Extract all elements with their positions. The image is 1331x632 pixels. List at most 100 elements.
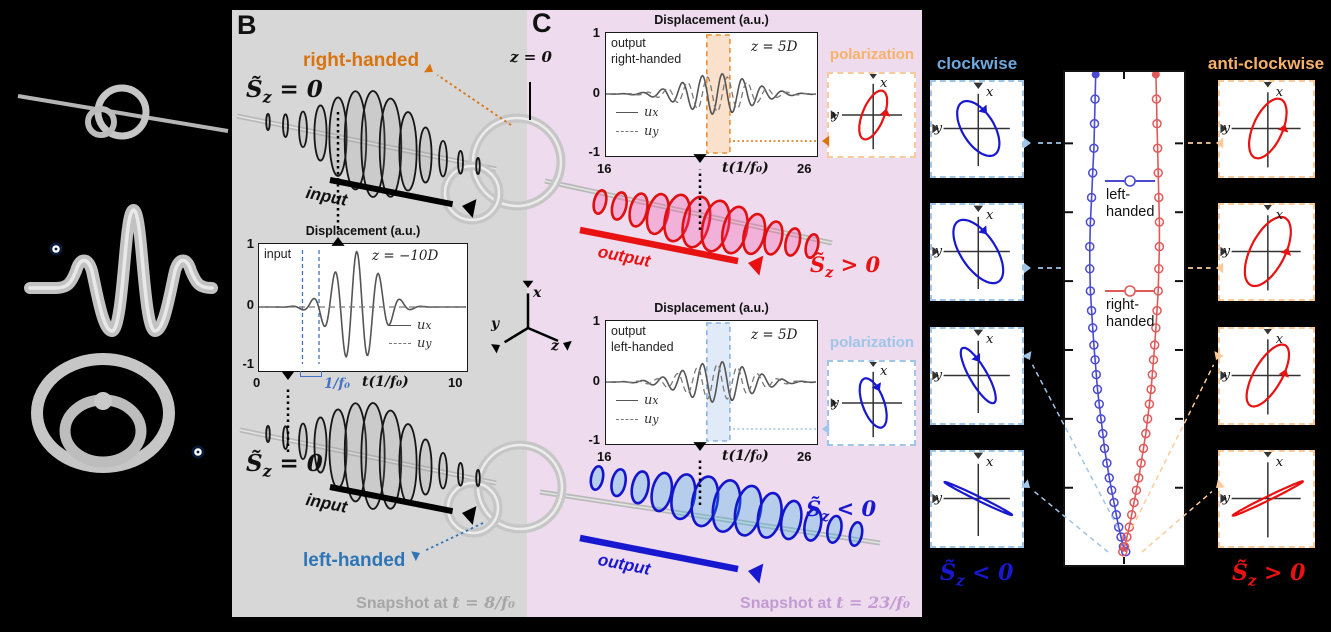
x-axis-label: x (880, 364, 888, 380)
xtick: 16 (597, 161, 612, 176)
output-left-waveform (606, 322, 816, 442)
polarization-ellipse-red (1220, 205, 1301, 291)
uy-line-sample (389, 343, 411, 344)
polarization-box-right-handed: x y (827, 72, 916, 158)
x-axis-label: x (986, 84, 994, 100)
y-axis-label: y (934, 244, 943, 260)
inplot-output-label: output (611, 324, 646, 338)
y-axis-label: y (934, 121, 943, 137)
ytick: -1 (588, 432, 600, 447)
anticlockwise-box-2: x y (1218, 203, 1315, 301)
inplot-z-label: z = 5D (751, 39, 798, 55)
inplot-z-label: z = 5D (751, 327, 798, 343)
x-axis-label: x (986, 331, 994, 347)
clockwise-box-1: x y (930, 80, 1024, 178)
x-axis-label: x (533, 285, 542, 301)
sz-zero-top-label: S̃z = 0 (246, 76, 323, 107)
input-plot-title: Displacement (a.u.) (305, 224, 421, 238)
sz-negative-label: S̃z < 0 (806, 496, 877, 526)
ux-line-sample (389, 325, 411, 326)
ytick: 1 (592, 25, 600, 40)
clockwise-box-4: x y (930, 450, 1024, 548)
polarization-label-bottom: polarization (829, 334, 915, 351)
x-axis-label: x (986, 454, 994, 470)
anticlockwise-label: anti-clockwise (1207, 54, 1325, 73)
xtick: 16 (597, 449, 612, 464)
clockwise-box-3: x y (930, 327, 1024, 425)
anticlockwise-box-4: x y (1218, 450, 1315, 548)
x-axis-label: x (1275, 84, 1284, 100)
polarization-ellipse-red (1220, 82, 1301, 168)
legend-right-handed-label: right-handed (1106, 297, 1155, 331)
polarization-box-left-handed: x y (827, 360, 916, 446)
left-handed-label: left-handed (303, 550, 406, 571)
y-axis-label: y (1222, 244, 1231, 260)
xtick: 10 (448, 375, 463, 390)
ytick: -1 (588, 144, 600, 159)
polarization-ellipse-red (830, 74, 902, 150)
output-right-plot-title: Displacement (a.u.) (654, 13, 769, 27)
inplot-input-label: input (264, 247, 292, 261)
y-axis-label: y (1222, 491, 1231, 507)
snapshot-b-caption: Snapshot at t = 8/f₀ (356, 593, 515, 612)
anticlockwise-box-3: x y (1218, 327, 1315, 425)
anticlockwise-box-1: x y (1218, 80, 1315, 178)
y-axis-label: y (831, 108, 839, 124)
output-left-plot-title: Displacement (a.u.) (654, 301, 769, 315)
y-axis-label: y (831, 396, 839, 412)
legend-right-handed-marker (1105, 285, 1155, 297)
uy-line-sample (616, 131, 638, 132)
x-axis-label: x (986, 207, 994, 223)
panel-b-label: B (237, 10, 257, 40)
ytick: 0 (592, 85, 600, 100)
snapshot-c-caption: Snapshot at t = 23/f₀ (740, 593, 910, 612)
xlabel: t(1/f₀) (362, 374, 409, 390)
xtick: 26 (797, 449, 812, 464)
x-axis-label: x (1275, 331, 1284, 347)
right-handed-label: right-handed (303, 50, 420, 71)
sz-zero-bottom-label: S̃z = 0 (246, 450, 323, 481)
xlabel: t(1/f₀) (722, 448, 769, 464)
inplot-z-label: z = −10D (372, 248, 439, 264)
legend-left-handed-label: left-handed (1106, 187, 1155, 221)
y-axis-label: y (1222, 368, 1231, 384)
clockwise-label: clockwise (936, 54, 1018, 73)
polarization-ellipse-blue (932, 329, 1010, 414)
z-equals-0-label: z = 0 (510, 48, 552, 66)
xtick: 0 (253, 375, 261, 390)
sz-negative-bottom-label: S̃z < 0 (940, 560, 1014, 590)
polarization-label-top: polarization (829, 46, 915, 63)
ytick: -1 (242, 356, 254, 371)
polarization-ellipse-blue (830, 362, 902, 438)
period-bracket (300, 371, 322, 377)
x-axis-label: x (1275, 207, 1284, 223)
polarization-line-blue (932, 452, 1014, 537)
polarization-ellipse-blue (932, 82, 1010, 167)
mode-trajectory-panel: left-handed right-handed (1063, 70, 1186, 567)
y-axis-label: y (934, 491, 943, 507)
clockwise-box-2: x y (930, 203, 1024, 301)
period-label: 1/f₀ (324, 376, 351, 392)
inplot-handedness-label: right-handed (611, 52, 682, 66)
xtick: 26 (797, 161, 812, 176)
z-axis-label: z (551, 338, 559, 354)
ytick: 1 (592, 313, 600, 328)
y-axis-label: y (491, 316, 500, 332)
uy-line-sample (616, 419, 638, 420)
xlabel: t(1/f₀) (722, 160, 769, 176)
panel-c-label: C (532, 8, 552, 38)
x-axis-label: x (880, 76, 888, 92)
x-axis-label: x (1275, 454, 1284, 470)
legend-left-handed-marker (1105, 175, 1155, 187)
sz-positive-label: S̃z > 0 (810, 252, 881, 282)
